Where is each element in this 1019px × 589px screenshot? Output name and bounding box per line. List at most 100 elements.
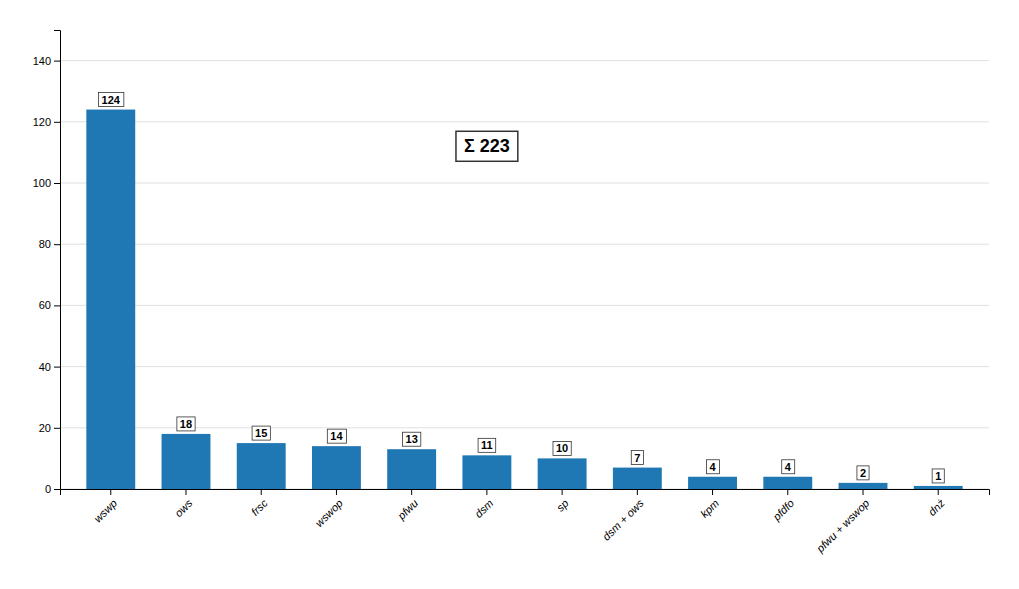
tick-label: sp: [554, 497, 571, 514]
tick-label: dsm + ows: [600, 497, 646, 543]
tick-mark: [336, 489, 337, 495]
tick-label: 120: [33, 116, 51, 128]
tick: sp: [554, 489, 571, 514]
tick: dsm: [472, 489, 495, 520]
tick-mark: [185, 489, 186, 495]
data-label-box: [177, 417, 195, 431]
tick: 100: [33, 177, 60, 189]
data-label-group: 124: [99, 93, 124, 107]
tick-label: ows: [172, 496, 195, 519]
annotation-box: [456, 131, 518, 161]
data-label: 15: [255, 427, 267, 439]
data-label-box: [857, 466, 869, 480]
data-label: 11: [481, 439, 493, 451]
grid-line: [60, 427, 989, 428]
bar: [86, 110, 135, 489]
tick-mark: [54, 244, 60, 245]
grid-line: [60, 305, 989, 306]
bars: [86, 110, 962, 489]
tick-mark: [486, 489, 487, 495]
tick-mark: [54, 489, 60, 490]
data-label-box: [782, 460, 795, 474]
tick-mark: [411, 489, 412, 495]
tick: ows: [172, 489, 195, 519]
tick-label: wswop: [313, 497, 345, 529]
tick-mark: [54, 428, 60, 429]
tick-label: 80: [39, 238, 51, 250]
tick-label: 140: [33, 55, 51, 67]
data-label-box: [553, 441, 571, 455]
data-label: 4: [709, 461, 716, 473]
data-label-group: 10: [553, 441, 571, 455]
grid-line: [60, 121, 989, 122]
data-label-box: [403, 432, 421, 446]
bar: [688, 477, 737, 489]
tick-label: dsm: [472, 497, 495, 520]
grid-line: [60, 60, 989, 61]
data-label-box: [478, 438, 496, 452]
bar: [237, 443, 286, 489]
data-label-group: 18: [177, 417, 195, 431]
tick-label: pfwu: [395, 497, 421, 523]
data-label-group: 14: [327, 429, 346, 443]
tick-mark: [54, 305, 60, 306]
y-axis: 0 20 40 60 80 100 120 140: [33, 31, 61, 496]
tick-mark: [261, 489, 262, 495]
tick-label: dnż: [926, 497, 947, 518]
tick: 60: [39, 299, 60, 311]
bar: [387, 449, 436, 489]
data-label-group: 4: [782, 460, 795, 474]
axis-line: [54, 31, 61, 490]
tick-mark: [637, 489, 638, 495]
tick: wswop: [313, 489, 345, 529]
tick: frsc: [249, 489, 270, 518]
annotation-group: Σ 223: [456, 131, 518, 161]
data-label: 13: [406, 433, 418, 445]
tick-mark: [863, 489, 864, 495]
tick-label: 60: [39, 299, 51, 311]
bar: [312, 446, 361, 489]
tick: pfwu: [395, 489, 421, 522]
bar: [613, 468, 662, 489]
tick-mark: [562, 489, 563, 495]
tick-mark: [54, 183, 60, 184]
tick-label: wswp: [91, 497, 119, 525]
tick-mark: [712, 489, 713, 495]
data-label-group: 2: [857, 466, 869, 480]
tick-mark: [54, 61, 60, 62]
data-label-group: 13: [403, 432, 421, 446]
tick: 140: [33, 55, 60, 67]
tick-label: 0: [45, 483, 51, 495]
tick: 20: [39, 422, 60, 434]
x-axis: wswpowsfrscwswoppfwudsmspdsm + owskpmpfd…: [61, 489, 990, 555]
tick: 40: [39, 361, 60, 373]
data-label-group: 4: [706, 460, 719, 474]
bar: [839, 483, 888, 489]
tick-mark: [938, 489, 939, 495]
tick: pfwu + wswop: [813, 489, 871, 555]
data-label: 10: [556, 442, 568, 454]
bar: [462, 455, 511, 489]
tick-mark: [54, 122, 60, 123]
tick-label: 40: [39, 361, 51, 373]
data-label: 18: [180, 418, 192, 430]
data-label-box: [252, 426, 270, 440]
tick: kpm: [698, 489, 721, 520]
bar: [538, 458, 587, 489]
tick-label: frsc: [249, 497, 270, 518]
tick-label: 20: [39, 422, 51, 434]
data-label: 1: [935, 470, 941, 482]
bar: [914, 486, 963, 489]
tick-label: kpm: [698, 497, 721, 520]
tick: dsm + ows: [600, 489, 646, 543]
tick-mark: [787, 489, 788, 495]
tick: 0: [45, 483, 60, 495]
data-label-box: [631, 451, 643, 465]
bar: [162, 434, 211, 489]
annotation: Σ 223: [464, 136, 510, 156]
tick-mark: [54, 367, 60, 368]
data-label-group: 7: [631, 451, 643, 465]
data-label-box: [99, 93, 124, 107]
chart: 0 20 40 60 80 100 120 140 wswp ows frsc wswop pfwu ds…: [0, 0, 1019, 589]
axis-line: [61, 490, 990, 496]
